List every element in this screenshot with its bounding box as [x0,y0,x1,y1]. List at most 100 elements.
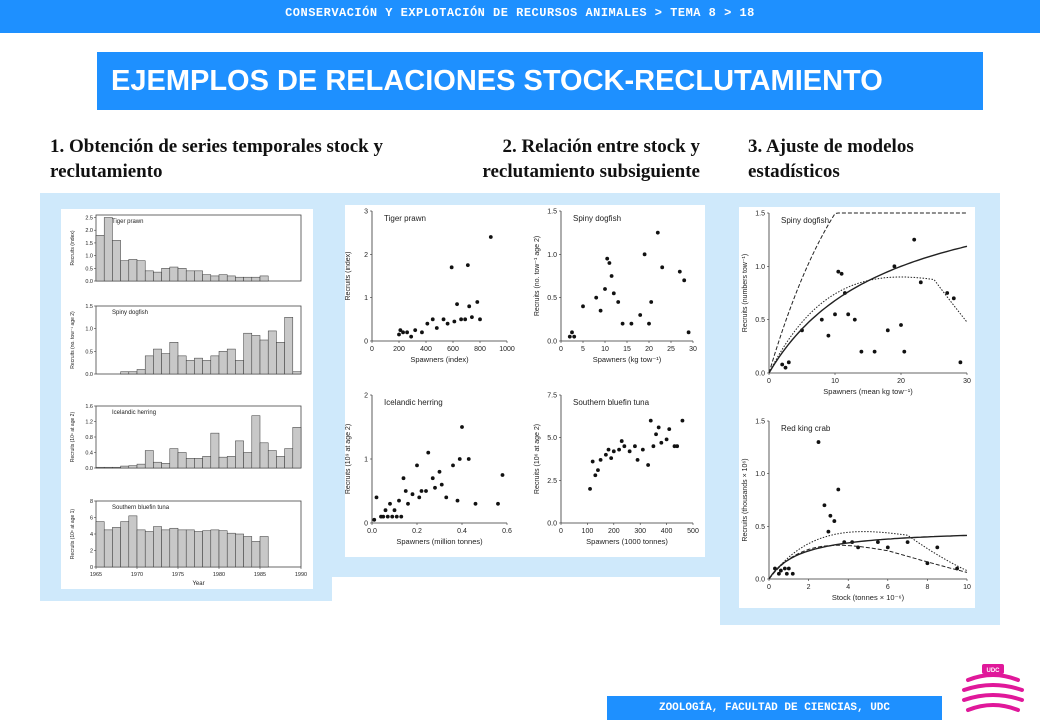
bar [251,415,261,469]
bar [210,275,220,282]
x-tick-label: 10 [831,378,839,385]
x-axis-label: Year [192,581,204,587]
bar [144,450,154,469]
data-point [826,333,831,338]
bar [243,536,253,568]
y-tick-label: 0 [364,521,368,528]
data-point [465,263,470,268]
data-point [430,476,435,481]
bar [202,530,212,568]
data-point [397,332,401,337]
data-point [588,486,592,491]
data-point [478,317,482,322]
data-point [667,427,672,432]
data-point [611,291,616,296]
data-point [470,315,474,320]
data-point [648,418,653,423]
y-axis-label: Recruits (10⁶ at age 2) [534,424,541,494]
y-tick-label: 1.0 [85,327,93,333]
y-tick-label: 1.6 [85,404,93,410]
x-axis-label: Spawners (1000 tonnes) [586,537,668,546]
bar [210,355,220,375]
bar [169,342,179,375]
model-figure: 0.0 0.5 1.0 1.5 0 10 20 30 Spiny dogfish Spawners… [739,207,975,608]
scatter-chart-red-king-crab: 0.0 0.5 1.0 1.5 0 2 4 6 8 10 Red king crab Stock (t… [742,419,971,603]
x-tick-label: 1000 [499,346,515,353]
data-point [885,328,890,333]
data-point [413,328,418,333]
data-point [616,300,621,304]
bar [128,259,138,282]
bar [202,274,212,282]
bar [177,268,187,282]
relation-figure: 0 1 2 3 0 200 400 600 800 1000 Tiger prawn Spawners… [345,205,705,557]
x-tick-label: 8 [925,584,929,591]
data-point [780,362,785,367]
timeseries-charts: 0.0 0.5 1.0 1.5 2.0 2.5 Tiger prawn Recruits (i… [70,214,307,587]
x-axis-label: Spawners (index) [410,355,469,364]
data-point [647,321,651,326]
data-point [918,280,923,285]
data-point [852,317,857,322]
bar [185,270,195,282]
bar [185,458,195,469]
bar [210,529,220,568]
data-point [488,235,493,239]
data-point [397,498,401,503]
x-tick-label: 0.6 [502,528,512,535]
data-point [419,489,424,493]
x-tick-label: 25 [667,346,675,353]
y-tick-label: 1.0 [547,252,557,259]
y-tick-label: 0.5 [85,349,93,355]
data-point [607,261,612,265]
data-point [951,296,956,301]
scatter-chart-icelandic-herring: 0 1 2 0.0 0.2 0.4 0.6 Icelandic herring Spawners… [345,393,512,547]
bar [235,533,244,568]
breadcrumb: CONSERVACIÓN Y EXPLOTACIÓN DE RECURSOS A… [0,0,1040,33]
y-tick-label: 2.5 [85,216,93,222]
bar [95,235,105,282]
bar [153,461,162,469]
bar [120,465,130,469]
y-tick-label: 2 [364,252,368,259]
x-tick-label: 0 [767,378,771,385]
data-point [593,473,598,478]
y-axis-label: Recruits (10⁹ at age 2) [70,412,76,463]
bar [153,348,162,375]
data-point [655,230,660,235]
data-point [467,304,472,309]
bar [153,271,162,282]
data-point [372,517,377,522]
bar [177,529,187,568]
fitted-curve [768,544,968,580]
data-point [816,440,821,444]
data-point [594,295,599,300]
x-tick-label: 1965 [90,572,102,578]
y-tick-label: 0 [90,565,93,571]
y-tick-label: 5.0 [547,435,557,442]
bar [112,466,121,469]
y-tick-label: 1.0 [85,254,93,260]
x-tick-label: 400 [420,346,432,353]
data-point [596,468,600,472]
university-logo: UDC [958,660,1028,720]
bar [136,260,146,282]
data-point [784,571,789,576]
data-point [622,444,627,449]
scatter-chart-tiger-prawn: 0 1 2 3 0 200 400 600 800 1000 Tiger prawn Spawners… [345,209,515,365]
scatter-chart-spiny-dogfish: 0.0 0.5 1.0 1.5 0 5 10 15 20 25 30 Spiny dogfish Spa… [534,209,697,365]
bar-chart-icelandic-herring: 0.0 0.4 0.8 1.2 1.6 Icelandic herring Recruits… [70,404,302,472]
data-point [826,529,831,534]
data-point [392,508,397,513]
data-point [424,489,428,493]
y-axis-label: Recruits (no. tow⁻¹ age 2) [70,311,76,369]
data-point [782,566,787,571]
x-tick-label: 20 [897,378,905,385]
data-point [832,519,837,523]
data-point [406,501,410,506]
bar [153,526,162,568]
data-point [836,487,841,492]
data-point [455,498,460,503]
data-point [905,540,910,545]
y-tick-label: 0.0 [85,372,93,378]
